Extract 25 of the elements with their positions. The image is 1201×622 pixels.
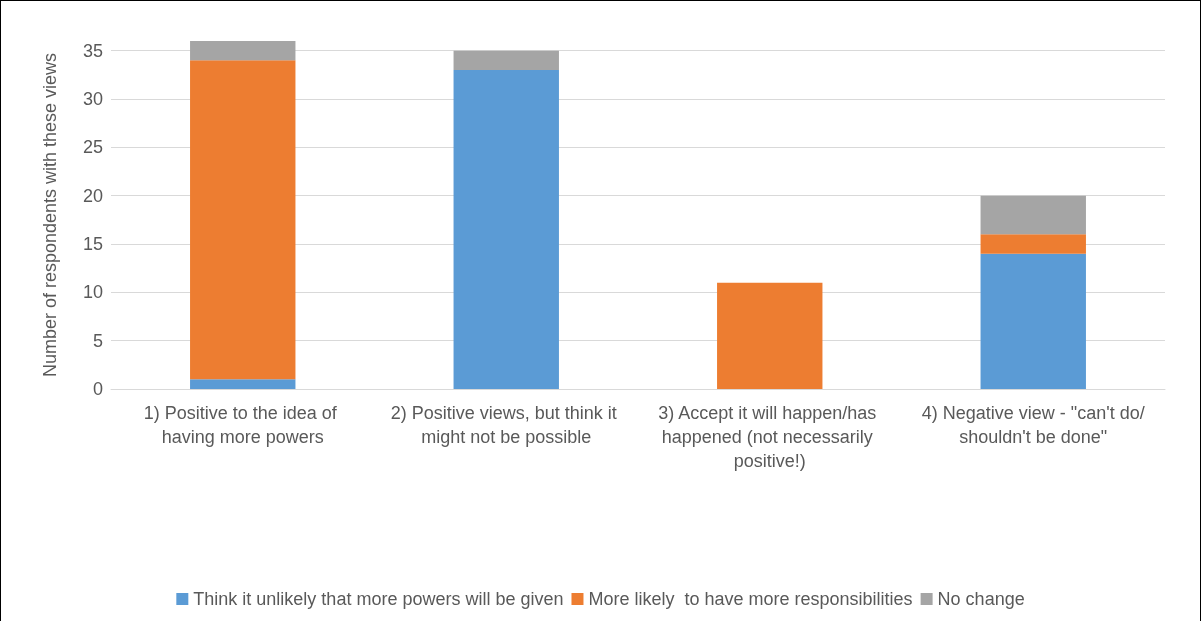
bar: [453, 50, 559, 70]
y-tick-label: 35: [82, 40, 103, 61]
y-tick-label: 30: [82, 89, 103, 109]
legend-label: More likely to have more responsibilities: [588, 589, 913, 609]
bar: [980, 253, 1086, 389]
y-axis-title: Number of respondents with these views: [40, 52, 60, 378]
bar: [190, 60, 296, 380]
bar: [717, 282, 823, 389]
bar: [190, 379, 296, 389]
legend-label: No change: [937, 589, 1025, 609]
bar: [453, 70, 559, 389]
bar: [190, 41, 296, 61]
y-tick-label: 10: [82, 282, 103, 303]
legend-label: Think it unlikely that more powers will be given: [193, 589, 564, 609]
bar: [980, 195, 1086, 235]
y-tick-label: 25: [82, 137, 103, 158]
y-tick-label: 15: [82, 234, 103, 254]
x-tick-label: 1) Positive to the idea of having more powers: [143, 403, 342, 447]
bar: [980, 234, 1086, 254]
y-tick-label: 20: [82, 185, 103, 206]
x-tick-label: 3) Accept it will happen/has happened (not necessarily positive!): [658, 403, 882, 471]
y-tick-label: 0: [92, 379, 103, 399]
x-tick-label: 4) Negative view - "can't do/shouldn't be done": [921, 403, 1145, 447]
x-tick-label: 2) Positive views, but think it might not be possible: [390, 403, 622, 447]
y-tick-label: 5: [92, 330, 103, 351]
